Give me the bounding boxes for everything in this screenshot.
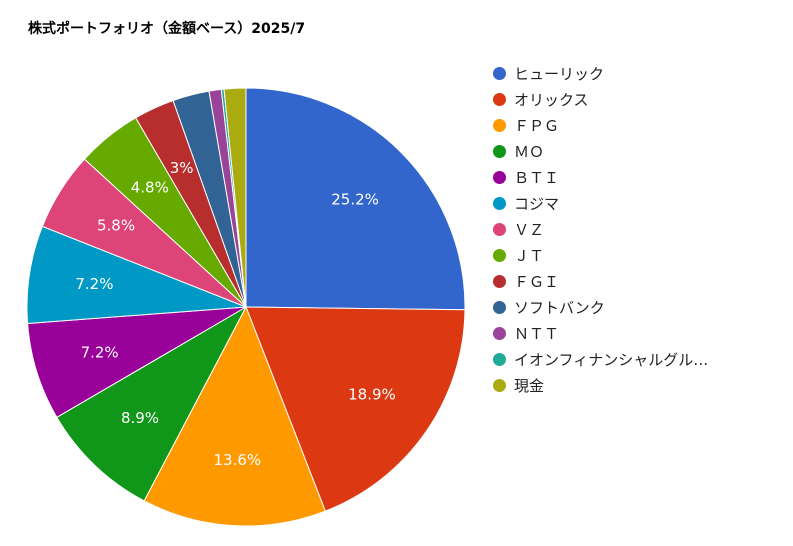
legend-label: ＭＯ xyxy=(514,142,545,161)
legend-swatch-icon xyxy=(493,222,506,236)
legend-swatch-icon xyxy=(493,170,506,184)
legend-label: ヒューリック xyxy=(514,64,605,83)
legend-swatch-icon xyxy=(493,118,506,132)
legend-item[interactable]: ＭＯ xyxy=(490,138,790,164)
slice-data-label: 18.9% xyxy=(348,385,396,403)
slice-data-label: 3% xyxy=(170,159,194,177)
legend-item[interactable]: ＦＰＧ xyxy=(490,112,790,138)
legend-label: 現金 xyxy=(514,376,545,395)
legend-item[interactable]: ＶＺ xyxy=(490,216,790,242)
legend-swatch-icon xyxy=(493,92,506,106)
pie-slice[interactable] xyxy=(143,305,326,527)
pie-slice[interactable] xyxy=(56,305,248,502)
legend-item[interactable]: オリックス xyxy=(490,86,790,112)
legend: ヒューリック オリックス ＦＰＧ ＭＯ ＢＴＩ コジマ ＶＺ ＪＴ ＦＧＩ ソフトバンク ＮＴＴ イオ… xyxy=(490,60,790,398)
pie-slice[interactable] xyxy=(245,87,466,311)
legend-item[interactable]: ＮＴＴ xyxy=(490,320,790,346)
pie-slice[interactable] xyxy=(26,225,247,325)
legend-label: ＦＧＩ xyxy=(514,272,560,291)
slice-data-label: 13.6% xyxy=(214,451,262,469)
legend-label: ＦＰＧ xyxy=(514,116,560,135)
pie-slice[interactable] xyxy=(245,306,466,512)
legend-swatch-icon xyxy=(493,248,506,262)
slice-data-label: 4.8% xyxy=(131,179,169,197)
legend-item[interactable]: ＦＧＩ xyxy=(490,268,790,294)
legend-label: ＮＴＴ xyxy=(514,324,560,343)
legend-item[interactable]: ＢＴＩ xyxy=(490,164,790,190)
slice-data-label: 8.9% xyxy=(121,409,159,427)
legend-swatch-icon xyxy=(493,326,506,340)
legend-swatch-icon xyxy=(493,274,506,288)
pie-slice[interactable] xyxy=(27,306,247,418)
pie-slice[interactable] xyxy=(223,87,247,308)
slice-data-label: 7.2% xyxy=(75,275,113,293)
legend-label: ＶＺ xyxy=(514,220,545,239)
slice-data-label: 5.8% xyxy=(97,217,135,235)
legend-label: イオンフィナンシャルグル… xyxy=(514,350,709,369)
legend-item[interactable]: 現金 xyxy=(490,372,790,398)
legend-swatch-icon xyxy=(493,196,506,210)
legend-label: コジマ xyxy=(514,194,560,213)
legend-swatch-icon xyxy=(493,144,506,158)
slice-data-label: 7.2% xyxy=(81,344,119,362)
legend-swatch-icon xyxy=(493,300,506,314)
legend-swatch-icon xyxy=(493,66,506,80)
legend-swatch-icon xyxy=(493,378,506,392)
legend-swatch-icon xyxy=(493,352,506,366)
legend-label: オリックス xyxy=(514,90,589,109)
legend-item[interactable]: ヒューリック xyxy=(490,60,790,86)
legend-item[interactable]: ソフトバンク xyxy=(490,294,790,320)
legend-label: ＢＴＩ xyxy=(514,168,560,187)
legend-label: ソフトバンク xyxy=(514,298,605,317)
legend-label: ＪＴ xyxy=(514,246,545,265)
slice-data-label: 25.2% xyxy=(331,190,379,208)
legend-item[interactable]: ＪＴ xyxy=(490,242,790,268)
legend-item[interactable]: コジマ xyxy=(490,190,790,216)
chart-title: 株式ポートフォリオ（金額ベース）2025/7 xyxy=(28,21,306,37)
legend-item[interactable]: イオンフィナンシャルグル… xyxy=(490,346,790,372)
